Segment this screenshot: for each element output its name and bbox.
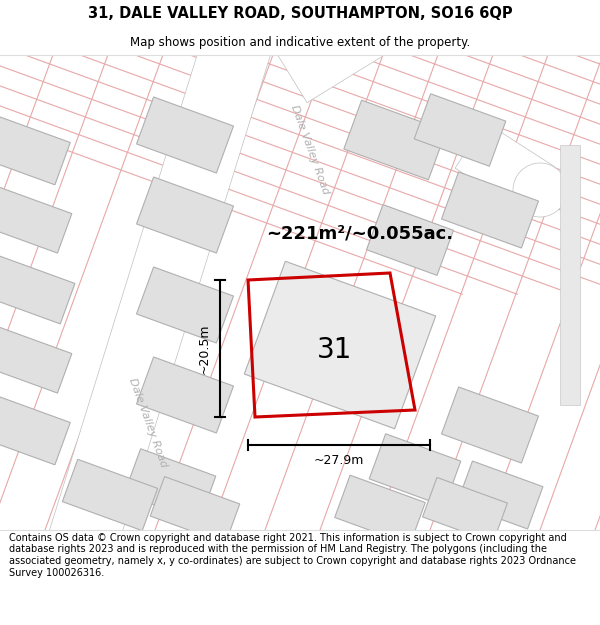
Polygon shape — [0, 395, 70, 465]
Polygon shape — [137, 97, 233, 173]
Polygon shape — [137, 177, 233, 253]
Polygon shape — [335, 475, 425, 545]
Polygon shape — [137, 357, 233, 433]
Text: ~221m²/~0.055ac.: ~221m²/~0.055ac. — [266, 224, 454, 242]
Text: 31: 31 — [317, 336, 353, 364]
Text: ~20.5m: ~20.5m — [197, 323, 211, 374]
Polygon shape — [244, 261, 436, 429]
Polygon shape — [422, 478, 508, 542]
Polygon shape — [457, 461, 543, 529]
Polygon shape — [47, 24, 274, 561]
Polygon shape — [0, 115, 70, 185]
Polygon shape — [414, 94, 506, 166]
Polygon shape — [442, 387, 538, 463]
Circle shape — [513, 163, 567, 217]
Polygon shape — [367, 204, 454, 276]
Polygon shape — [455, 122, 555, 213]
Text: Dale Valley Road: Dale Valley Road — [127, 377, 169, 469]
Text: Dale Valley Road: Dale Valley Road — [289, 104, 331, 196]
Polygon shape — [344, 100, 446, 180]
Polygon shape — [150, 477, 240, 543]
Polygon shape — [0, 187, 72, 253]
Polygon shape — [0, 327, 72, 393]
Polygon shape — [0, 256, 75, 324]
Polygon shape — [273, 0, 437, 102]
Polygon shape — [137, 267, 233, 343]
Polygon shape — [442, 172, 538, 248]
Polygon shape — [124, 449, 216, 521]
Text: Map shows position and indicative extent of the property.: Map shows position and indicative extent… — [130, 36, 470, 49]
Polygon shape — [369, 434, 461, 506]
Text: 31, DALE VALLEY ROAD, SOUTHAMPTON, SO16 6QP: 31, DALE VALLEY ROAD, SOUTHAMPTON, SO16 … — [88, 6, 512, 21]
Text: ~27.9m: ~27.9m — [314, 454, 364, 468]
Polygon shape — [560, 145, 580, 405]
Polygon shape — [62, 459, 158, 531]
Text: Contains OS data © Crown copyright and database right 2021. This information is : Contains OS data © Crown copyright and d… — [9, 533, 576, 578]
